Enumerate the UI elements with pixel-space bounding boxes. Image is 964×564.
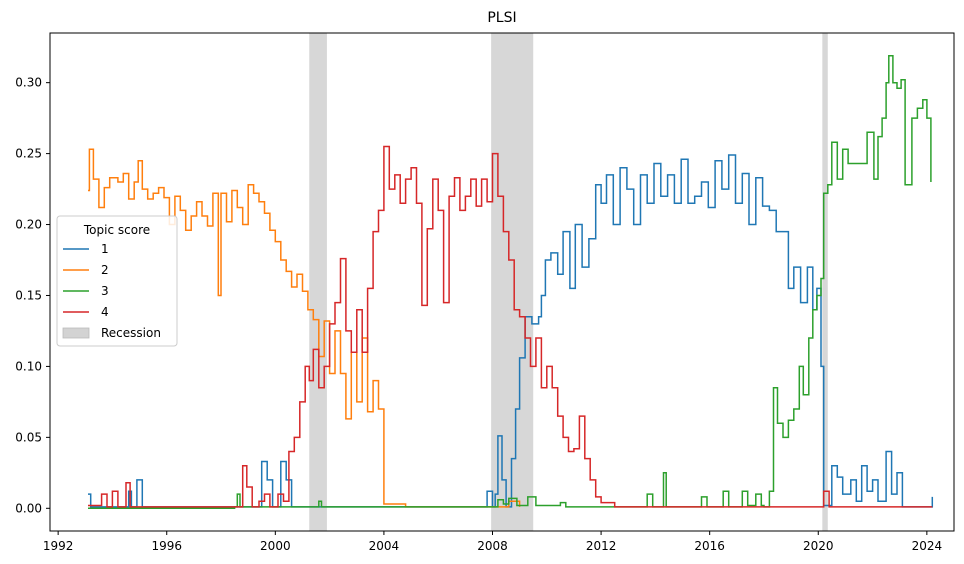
series-line-3 [88, 54, 932, 510]
series-line-4 [88, 145, 933, 508]
x-tick-label: 2012 [586, 539, 617, 553]
y-tick-label: 0.10 [15, 359, 42, 373]
x-tick-label: 2004 [369, 539, 400, 553]
x-tick-label: 2020 [803, 539, 834, 553]
x-tick-label: 2000 [260, 539, 291, 553]
x-tick-label: 1996 [151, 539, 182, 553]
legend-label-recession: Recession [101, 326, 161, 340]
y-tick-label: 0.25 [15, 147, 42, 161]
x-tick-label: 2016 [694, 539, 725, 553]
series-lines [88, 54, 934, 510]
recession-band-1 [309, 33, 327, 531]
legend-label-4: 4 [101, 305, 109, 319]
x-tick-label: 1992 [43, 539, 74, 553]
chart-title: PLSI [487, 10, 516, 26]
plot-frame [49, 32, 955, 532]
y-tick-label: 0.05 [15, 430, 42, 444]
legend-title: Topic score [83, 223, 150, 237]
y-tick-label: 0.00 [15, 501, 42, 515]
y-axis: 0.00 0.05 0.10 0.15 0.20 0.25 0.30 [15, 76, 50, 515]
legend-label-1: 1 [101, 242, 109, 256]
recession-bands [309, 33, 828, 531]
legend-label-2: 2 [101, 263, 109, 277]
x-tick-label: 2024 [912, 539, 943, 553]
legend-swatch-recession [62, 327, 90, 339]
recession-band-3 [822, 33, 828, 531]
x-axis: 1992 1996 2000 2004 2008 2012 2016 2020 2024 [43, 531, 942, 553]
legend: Topic score 1 2 3 4 Recession [56, 215, 178, 347]
series-line-1 [88, 154, 934, 508]
y-tick-label: 0.15 [15, 288, 42, 302]
legend-label-3: 3 [101, 284, 109, 298]
y-tick-label: 0.30 [15, 76, 42, 90]
y-tick-label: 0.20 [15, 218, 42, 232]
x-tick-label: 2008 [477, 539, 508, 553]
